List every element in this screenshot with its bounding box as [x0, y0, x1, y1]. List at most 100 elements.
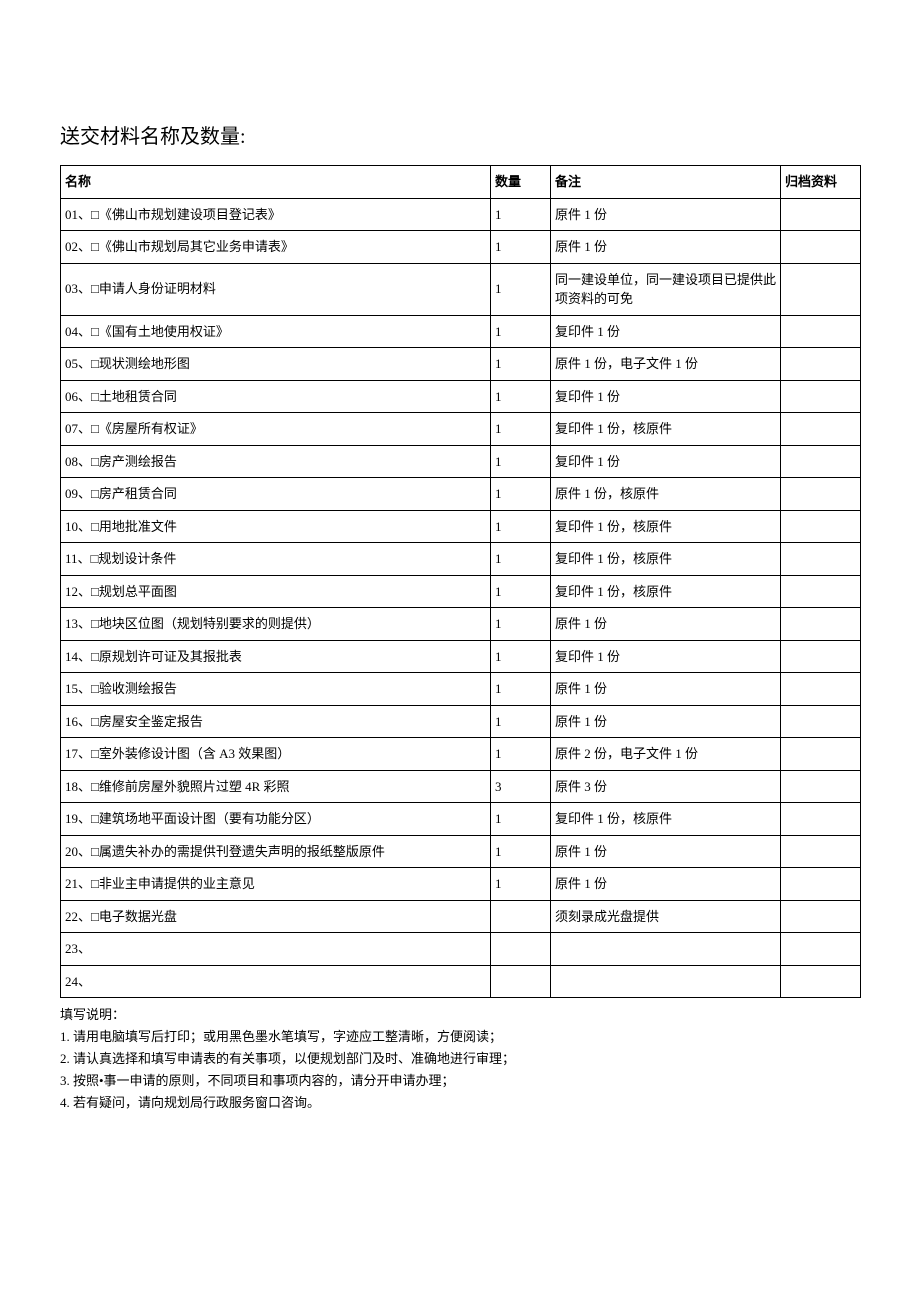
- cell-name: 17、□室外装修设计图（含 A3 效果图）: [61, 738, 491, 771]
- cell-qty: 1: [491, 380, 551, 413]
- cell-note: 原件 1 份: [551, 198, 781, 231]
- cell-archive: [781, 263, 861, 315]
- cell-name: 12、□规划总平面图: [61, 575, 491, 608]
- cell-name: 02、□《佛山市规划局其它业务申请表》: [61, 231, 491, 264]
- cell-note: 原件 3 份: [551, 770, 781, 803]
- cell-qty: 1: [491, 231, 551, 264]
- table-header-row: 名称 数量 备注 归档资料: [61, 166, 861, 199]
- table-row: 02、□《佛山市规划局其它业务申请表》1原件 1 份: [61, 231, 861, 264]
- cell-archive: [781, 965, 861, 998]
- cell-qty: 1: [491, 640, 551, 673]
- cell-note: 复印件 1 份: [551, 380, 781, 413]
- cell-note: 原件 1 份: [551, 231, 781, 264]
- cell-qty: 1: [491, 738, 551, 771]
- col-archive: 归档资料: [781, 166, 861, 199]
- table-row: 24、: [61, 965, 861, 998]
- cell-qty: 1: [491, 543, 551, 576]
- cell-name: 05、□现状测绘地形图: [61, 348, 491, 381]
- cell-note: 原件 1 份: [551, 673, 781, 706]
- table-row: 04、□《国有土地使用权证》1复印件 1 份: [61, 315, 861, 348]
- cell-note: 原件 1 份，电子文件 1 份: [551, 348, 781, 381]
- cell-qty: 1: [491, 803, 551, 836]
- cell-archive: [781, 413, 861, 446]
- col-qty: 数量: [491, 166, 551, 199]
- table-row: 19、□建筑场地平面设计图（要有功能分区）1复印件 1 份，核原件: [61, 803, 861, 836]
- instructions: 填写说明： 1. 请用电脑填写后打印；或用黑色墨水笔填写，字迹应工整清晰，方便阅…: [60, 1004, 860, 1114]
- cell-name: 22、□电子数据光盘: [61, 900, 491, 933]
- cell-note: 复印件 1 份，核原件: [551, 543, 781, 576]
- cell-archive: [781, 933, 861, 966]
- table-row: 13、□地块区位图（规划特别要求的则提供）1原件 1 份: [61, 608, 861, 641]
- cell-qty: 1: [491, 413, 551, 446]
- cell-name: 04、□《国有土地使用权证》: [61, 315, 491, 348]
- cell-note: 原件 1 份: [551, 868, 781, 901]
- cell-archive: [781, 640, 861, 673]
- cell-qty: 1: [491, 673, 551, 706]
- cell-note: [551, 933, 781, 966]
- cell-note: 复印件 1 份，核原件: [551, 803, 781, 836]
- cell-archive: [781, 900, 861, 933]
- cell-archive: [781, 770, 861, 803]
- cell-qty: 1: [491, 198, 551, 231]
- cell-name: 03、□申请人身份证明材料: [61, 263, 491, 315]
- table-row: 20、□属遗失补办的需提供刊登遗失声明的报纸整版原件1原件 1 份: [61, 835, 861, 868]
- cell-name: 23、: [61, 933, 491, 966]
- cell-qty: 1: [491, 315, 551, 348]
- cell-archive: [781, 868, 861, 901]
- cell-archive: [781, 348, 861, 381]
- cell-qty: 1: [491, 575, 551, 608]
- cell-archive: [781, 380, 861, 413]
- cell-qty: 1: [491, 835, 551, 868]
- cell-qty: 1: [491, 705, 551, 738]
- cell-archive: [781, 705, 861, 738]
- cell-name: 01、□《佛山市规划建设项目登记表》: [61, 198, 491, 231]
- cell-name: 13、□地块区位图（规划特别要求的则提供）: [61, 608, 491, 641]
- table-row: 07、□《房屋所有权证》1复印件 1 份，核原件: [61, 413, 861, 446]
- cell-name: 09、□房产租赁合同: [61, 478, 491, 511]
- cell-qty: 1: [491, 445, 551, 478]
- instructions-line: 1. 请用电脑填写后打印；或用黑色墨水笔填写，字迹应工整清晰，方便阅读；: [60, 1026, 860, 1048]
- table-row: 08、□房产测绘报告1复印件 1 份: [61, 445, 861, 478]
- cell-archive: [781, 231, 861, 264]
- cell-note: 原件 1 份: [551, 835, 781, 868]
- cell-note: 原件 1 份: [551, 608, 781, 641]
- cell-note: [551, 965, 781, 998]
- table-row: 09、□房产租赁合同1原件 1 份，核原件: [61, 478, 861, 511]
- cell-note: 复印件 1 份: [551, 445, 781, 478]
- table-row: 18、□维修前房屋外貌照片过塑 4R 彩照3原件 3 份: [61, 770, 861, 803]
- cell-archive: [781, 608, 861, 641]
- cell-note: 复印件 1 份，核原件: [551, 510, 781, 543]
- cell-archive: [781, 803, 861, 836]
- cell-archive: [781, 198, 861, 231]
- instructions-line: 3. 按照•事一申请的原则，不同项目和事项内容的，请分开申请办理；: [60, 1070, 860, 1092]
- table-row: 17、□室外装修设计图（含 A3 效果图）1原件 2 份，电子文件 1 份: [61, 738, 861, 771]
- cell-qty: 1: [491, 263, 551, 315]
- materials-table: 名称 数量 备注 归档资料 01、□《佛山市规划建设项目登记表》1原件 1 份0…: [60, 165, 861, 998]
- cell-name: 24、: [61, 965, 491, 998]
- cell-name: 20、□属遗失补办的需提供刊登遗失声明的报纸整版原件: [61, 835, 491, 868]
- cell-name: 21、□非业主申请提供的业主意见: [61, 868, 491, 901]
- cell-archive: [781, 478, 861, 511]
- cell-name: 07、□《房屋所有权证》: [61, 413, 491, 446]
- table-row: 22、□电子数据光盘须刻录成光盘提供: [61, 900, 861, 933]
- cell-name: 19、□建筑场地平面设计图（要有功能分区）: [61, 803, 491, 836]
- cell-archive: [781, 445, 861, 478]
- cell-name: 16、□房屋安全鉴定报告: [61, 705, 491, 738]
- instructions-heading: 填写说明：: [60, 1004, 860, 1026]
- cell-qty: 1: [491, 478, 551, 511]
- cell-name: 08、□房产测绘报告: [61, 445, 491, 478]
- cell-note: 原件 2 份，电子文件 1 份: [551, 738, 781, 771]
- cell-archive: [781, 738, 861, 771]
- col-name: 名称: [61, 166, 491, 199]
- cell-archive: [781, 315, 861, 348]
- cell-note: 原件 1 份: [551, 705, 781, 738]
- cell-note: 原件 1 份，核原件: [551, 478, 781, 511]
- cell-name: 06、□土地租赁合同: [61, 380, 491, 413]
- table-row: 05、□现状测绘地形图1原件 1 份，电子文件 1 份: [61, 348, 861, 381]
- table-row: 01、□《佛山市规划建设项目登记表》1原件 1 份: [61, 198, 861, 231]
- cell-qty: [491, 933, 551, 966]
- table-row: 06、□土地租赁合同1复印件 1 份: [61, 380, 861, 413]
- cell-name: 14、□原规划许可证及其报批表: [61, 640, 491, 673]
- cell-archive: [781, 835, 861, 868]
- cell-name: 18、□维修前房屋外貌照片过塑 4R 彩照: [61, 770, 491, 803]
